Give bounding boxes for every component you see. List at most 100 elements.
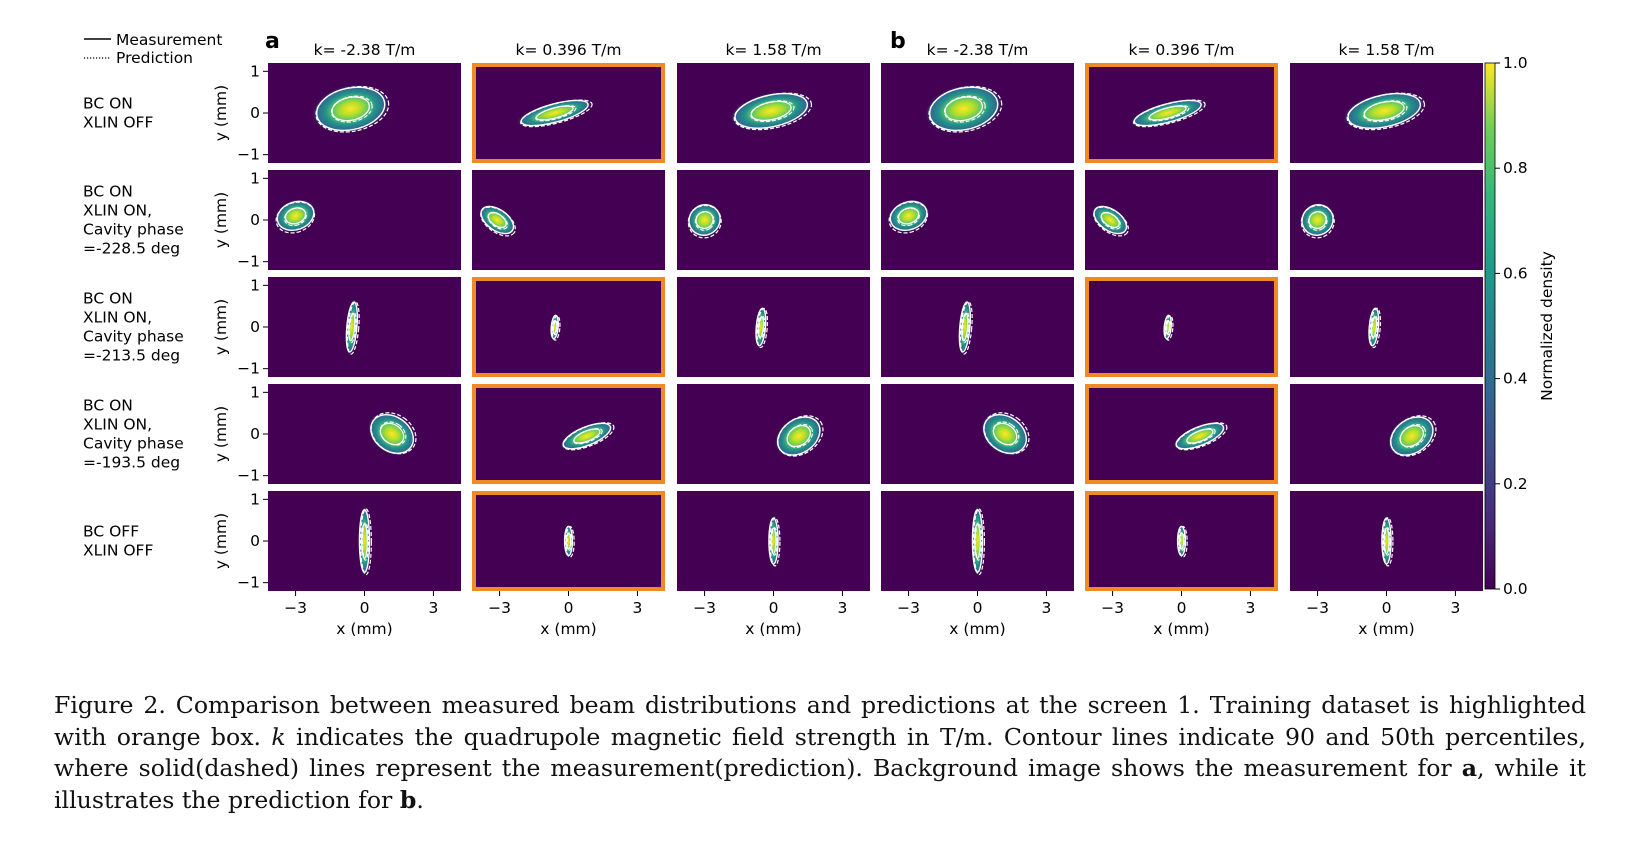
y-tick-label: 0 (250, 532, 260, 550)
beam-panel (472, 63, 665, 163)
beam-panel (881, 384, 1074, 484)
column-title: k= 0.396 T/m (516, 41, 622, 59)
contour-50-prediction (1165, 320, 1172, 336)
beam-panel (268, 63, 461, 163)
contour-50-prediction (1179, 532, 1186, 551)
contour-90-prediction (959, 301, 973, 355)
contour-50-measurement (1148, 105, 1187, 121)
contour-90-prediction (1133, 99, 1206, 128)
colorbar: 1.0 0.8 0.6 0.4 0.2 0.0 Normalized density (1484, 54, 1556, 598)
beam-panel (1085, 277, 1278, 377)
contour-50-prediction (694, 211, 715, 231)
contour-50-prediction (361, 522, 370, 561)
contour-90-prediction (346, 301, 360, 355)
beam-panel (1290, 384, 1483, 484)
panel-background (268, 277, 461, 377)
contour-90-prediction (370, 412, 417, 455)
beam-density (367, 411, 417, 457)
contour-50-prediction (943, 95, 986, 123)
x-tick-label: 0 (973, 599, 983, 617)
contour-90-prediction (1093, 206, 1129, 237)
y-tick-label: 1 (250, 276, 260, 294)
panel-background (881, 277, 1074, 377)
y-axis-label: y (mm) (212, 406, 230, 462)
contour-50-prediction (974, 522, 983, 561)
x-tick-label: −3 (488, 599, 511, 617)
panel-background (677, 384, 870, 484)
contour-50-prediction (1100, 212, 1122, 230)
x-axis-label: x (mm) (540, 620, 596, 638)
x-axis-label: x (mm) (336, 620, 392, 638)
contour-50-prediction (1384, 527, 1391, 556)
y-tick-label: 0 (250, 211, 260, 229)
beam-panel (677, 491, 870, 591)
x-axis-label: x (mm) (1153, 620, 1209, 638)
x-tick-label: 0 (564, 599, 574, 617)
contour-50-prediction (1371, 315, 1379, 340)
beam-panel (1290, 277, 1483, 377)
x-tick-label: −3 (897, 599, 920, 617)
x-tick-label: 0 (1177, 599, 1187, 617)
x-tick-label: −3 (1306, 599, 1329, 617)
contour-90-prediction (1346, 92, 1426, 131)
contour-50-prediction (348, 312, 357, 344)
contour-90-prediction (1390, 415, 1437, 457)
x-tick-label: 0 (360, 599, 370, 617)
column-title: k= -2.38 T/m (314, 41, 416, 59)
colorbar-ticks: 1.0 0.8 0.6 0.4 0.2 0.0 (1495, 54, 1528, 598)
training-highlight-box (1085, 491, 1278, 591)
contour-90-prediction (480, 206, 516, 237)
contour-50-prediction (379, 421, 407, 446)
beam-panel (1290, 63, 1483, 163)
contour-90-prediction (1369, 307, 1382, 349)
beam-panel (268, 170, 461, 270)
panel-background (268, 384, 461, 484)
x-axis-label: x (mm) (1358, 620, 1414, 638)
contour-50-prediction (552, 320, 559, 336)
legend-prediction-label: Prediction (116, 49, 193, 67)
panel-background (472, 277, 665, 377)
contour-90-prediction (928, 85, 1003, 133)
caption-text-1: Comparison between measured beam distrib… (54, 691, 1586, 751)
column-title: k= 1.58 T/m (1338, 41, 1434, 59)
contour-90-prediction (520, 99, 593, 128)
colorbar-label: Normalized density (1538, 251, 1556, 401)
contour-50-measurement (1383, 527, 1390, 555)
contour-90-prediction (733, 92, 813, 131)
contour-50-prediction (786, 423, 814, 448)
contour-50-prediction (1148, 105, 1190, 122)
column-title: k= -2.38 T/m (927, 41, 1029, 59)
beam-panel (1085, 170, 1278, 270)
contour-90-prediction (1382, 517, 1394, 567)
contour-50-prediction (283, 207, 307, 227)
row-label: BC ON XLIN ON, Cavity phase =-193.5 deg (83, 397, 184, 472)
contour-50-measurement (944, 96, 984, 122)
contour-50-prediction (1399, 423, 1427, 448)
caption-figure-label: Figure 2. (54, 691, 166, 719)
colorbar-gradient (1484, 62, 1496, 590)
caption-text-4: . (416, 785, 424, 814)
x-tick-label: 3 (1245, 599, 1255, 617)
y-tick-label: 1 (250, 62, 260, 80)
contour-50-prediction (961, 312, 970, 344)
panel-grid (268, 63, 1483, 591)
contour-90-prediction (888, 201, 929, 234)
x-tick-label: 3 (428, 599, 438, 617)
contour-90-prediction (275, 201, 316, 234)
contour-50-measurement (770, 527, 777, 555)
legend-measurement-label: Measurement (116, 31, 222, 49)
y-tick-label: −1 (237, 467, 260, 485)
contour-90-prediction (769, 517, 781, 567)
beam-panel (472, 277, 665, 377)
beam-panel (268, 384, 461, 484)
contour-50-prediction (330, 95, 373, 123)
contour-50-prediction (992, 421, 1020, 446)
training-highlight-box (472, 277, 665, 377)
row-label: BC ON XLIN OFF (83, 95, 153, 132)
beam-density (559, 421, 615, 451)
beam-panel (268, 491, 461, 591)
colorbar-tick-label: 0.4 (1503, 370, 1528, 388)
training-highlight-box (472, 63, 665, 163)
x-tick-label: 0 (769, 599, 779, 617)
y-axis-label: y (mm) (212, 192, 230, 248)
